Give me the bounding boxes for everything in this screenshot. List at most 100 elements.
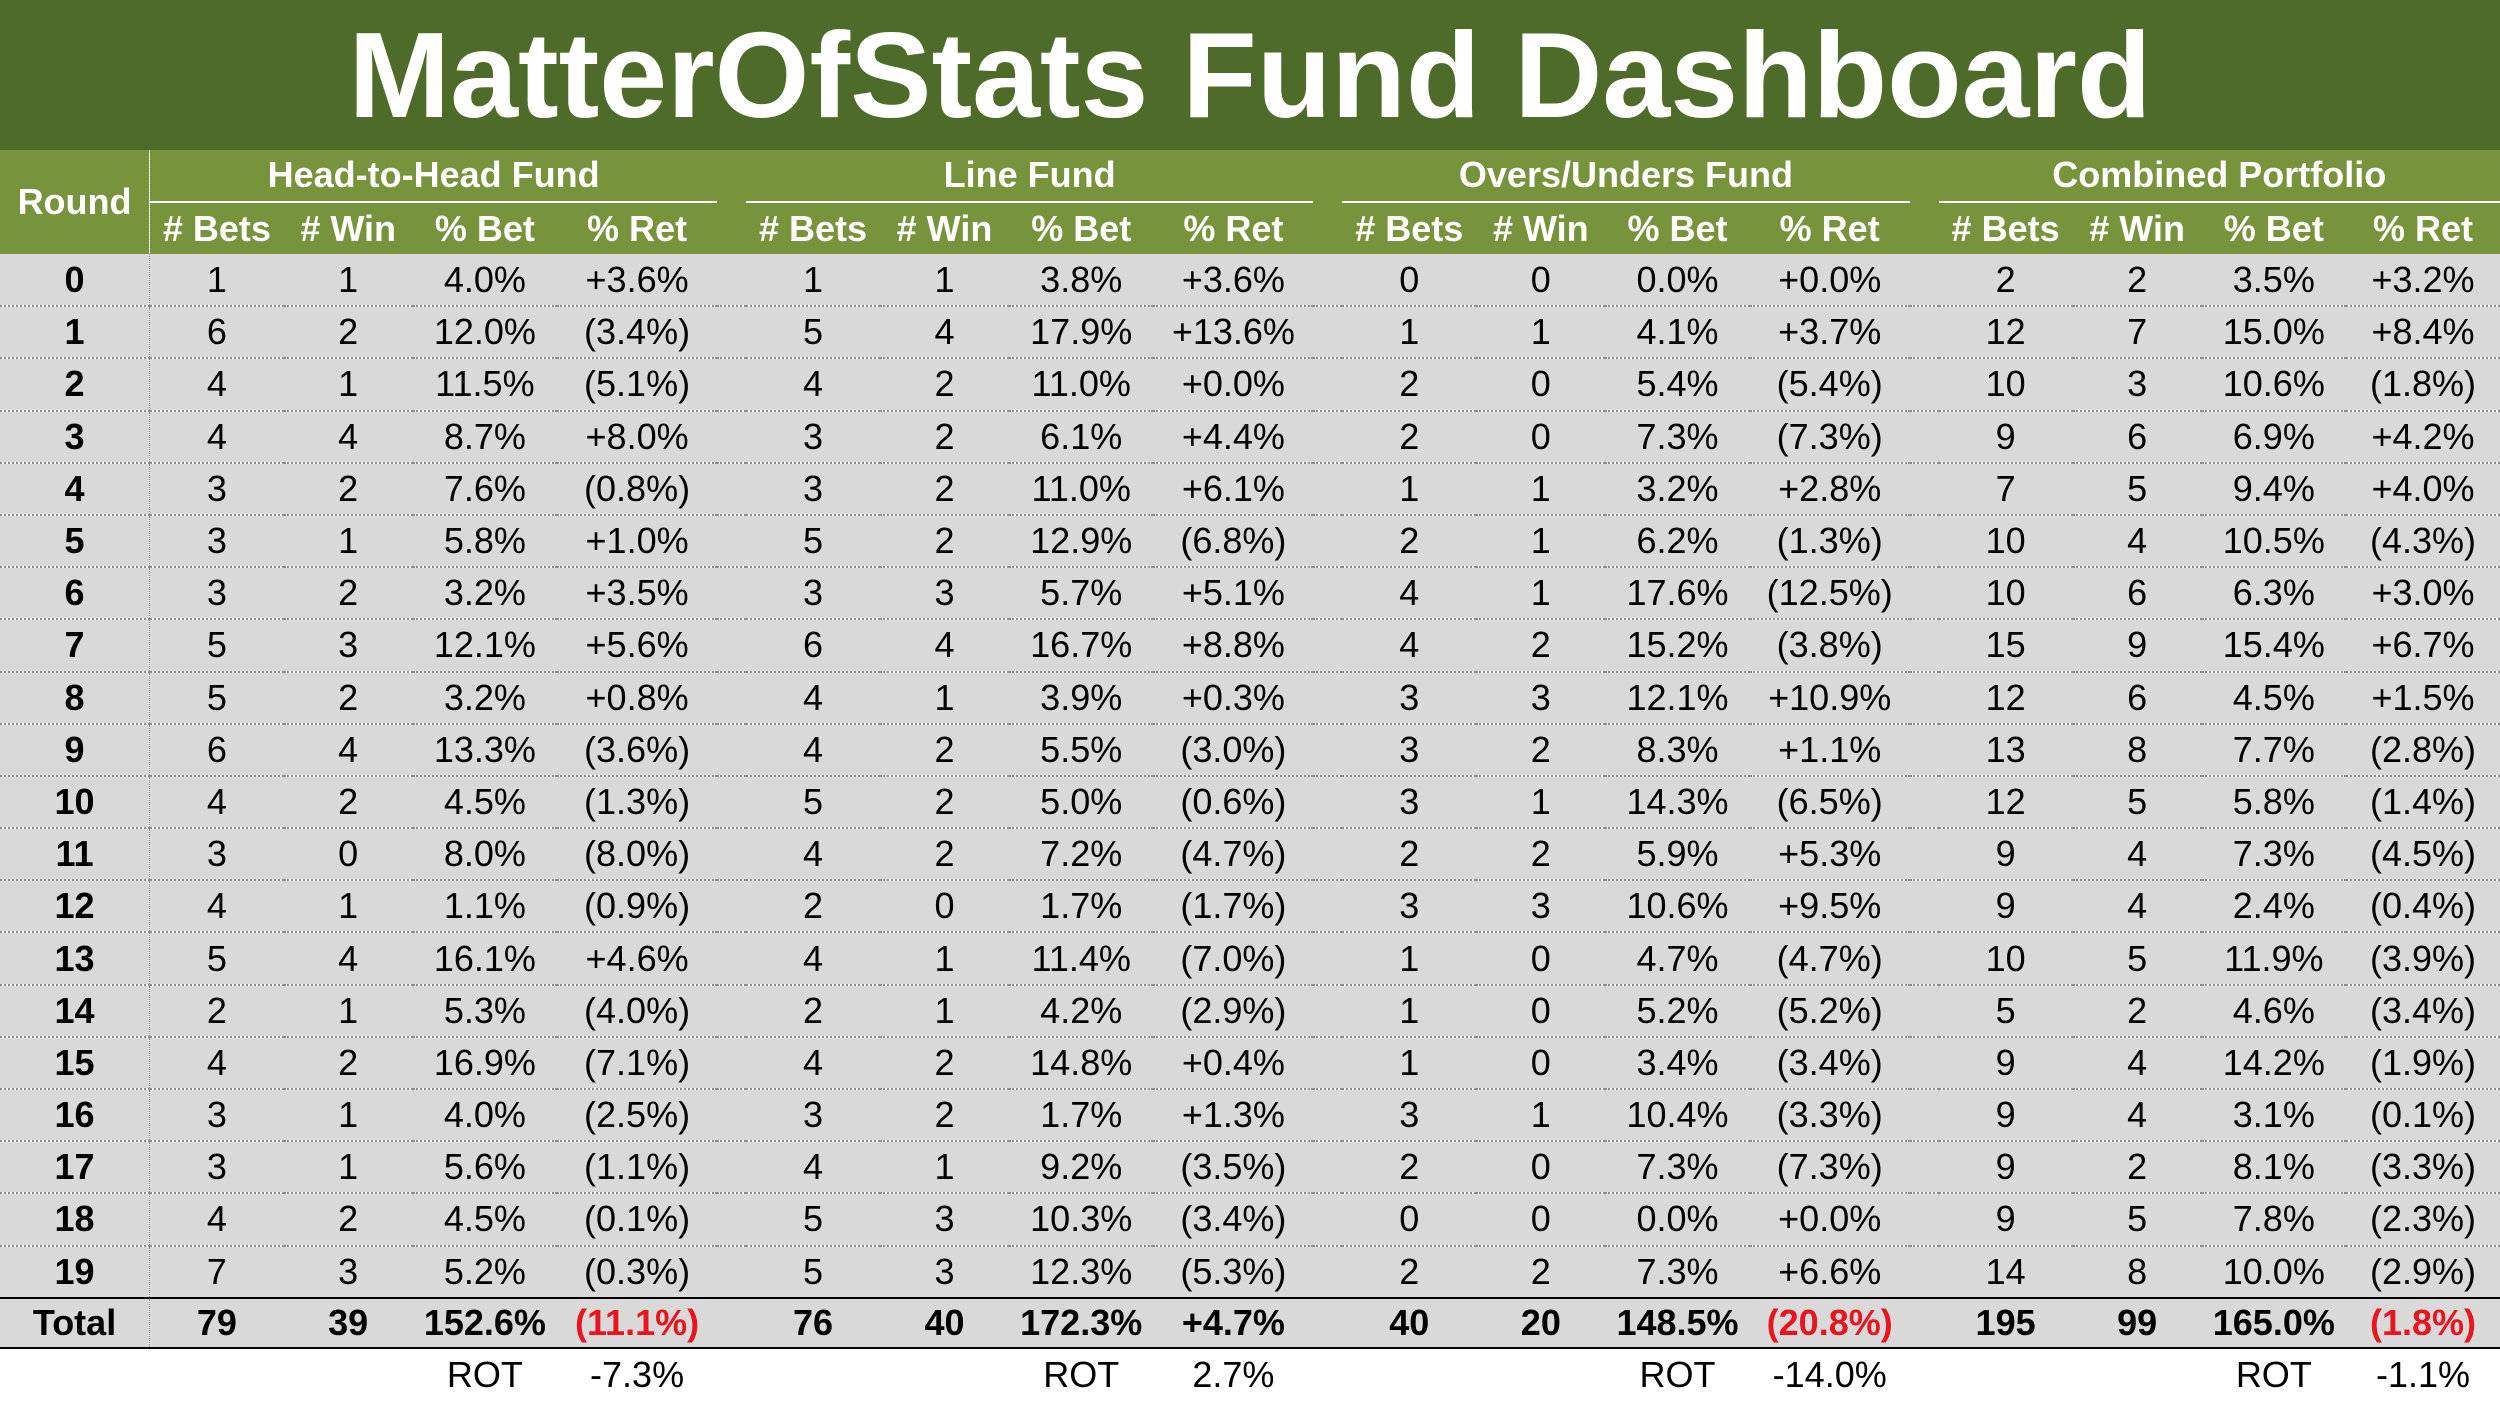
data-cell: +0.3% [1153, 671, 1314, 725]
round-cell: 9 [0, 723, 151, 777]
data-cell: (6.5%) [1749, 775, 1910, 830]
data-cell: 11.0% [1008, 358, 1154, 412]
column-separator [1909, 1089, 1939, 1143]
data-cell: 9 [1938, 1141, 2073, 1195]
round-cell: 3 [0, 410, 151, 464]
table-row: 6 3 2 3.2% +3.5% 3 3 5.7% +5.1% 4 1 17.6% (12.5%) 10 6… [0, 567, 2500, 621]
data-cell: 6.9% [2201, 410, 2347, 464]
data-cell: 4.1% [1605, 306, 1750, 360]
data-cell: 4.5% [2201, 671, 2347, 725]
rot-blank-cell [717, 1347, 746, 1402]
total-cell: (20.8%) [1749, 1296, 1910, 1349]
round-cell: 18 [0, 1193, 151, 1247]
data-cell: 1 [880, 671, 1009, 725]
data-cell: 4 [149, 775, 284, 830]
round-cell: 6 [0, 567, 151, 621]
total-cell: 40 [880, 1296, 1009, 1349]
column-header-win: # Win [2072, 202, 2202, 254]
data-cell: 4 [1342, 567, 1477, 621]
column-separator [1313, 410, 1343, 464]
data-cell: 4 [745, 1036, 881, 1091]
data-cell: 2 [1342, 1245, 1477, 1299]
data-cell: 3 [149, 1141, 284, 1195]
data-cell: 2 [1342, 828, 1477, 882]
data-cell: (5.1%) [557, 358, 718, 412]
column-separator [1313, 1296, 1343, 1349]
data-cell: 1 [1342, 462, 1477, 516]
column-separator [1909, 462, 1939, 516]
column-separator [1909, 880, 1939, 934]
data-cell: +13.6% [1153, 306, 1314, 360]
data-cell: 2 [149, 984, 284, 1038]
rot-row: ROT -7.3% ROT 2.7% ROT -14.0% ROT -1.1% [0, 1347, 2500, 1402]
data-cell: 0 [1476, 1141, 1606, 1195]
data-cell: 7.6% [412, 462, 558, 516]
data-cell: 3 [745, 567, 881, 621]
data-cell: (1.3%) [557, 775, 718, 830]
table-row: 11 3 0 8.0% (8.0%) 4 2 7.2% (4.7%) 2 2 5.9% +5.3% 9 4 7… [0, 828, 2500, 882]
column-separator [1313, 567, 1343, 621]
group-header-head-to-head-fund: Head-to-Head Fund [149, 150, 718, 203]
data-cell: 15 [1938, 619, 2073, 673]
table-row: 10 4 2 4.5% (1.3%) 5 2 5.0% (0.6%) 3 1 14.3% (6.5%) 1… [0, 775, 2500, 830]
table-row: 9 6 4 13.3% (3.6%) 4 2 5.5% (3.0%) 3 2 8.3% +1.1% 13 8… [0, 723, 2500, 777]
data-cell: 12.3% [1008, 1245, 1154, 1299]
round-cell: 4 [0, 462, 151, 516]
data-cell: 3 [149, 567, 284, 621]
data-cell: 6.3% [2201, 567, 2347, 621]
data-cell: 1 [1342, 932, 1477, 986]
data-cell: +6.6% [1749, 1245, 1910, 1299]
round-cell: 7 [0, 619, 151, 673]
data-cell: (4.7%) [1153, 828, 1314, 882]
data-cell: 0 [1476, 410, 1606, 464]
data-cell: 0 [1476, 984, 1606, 1038]
data-cell: 2 [1342, 1141, 1477, 1195]
data-cell: 16.7% [1008, 619, 1154, 673]
column-separator [717, 1089, 746, 1143]
round-cell: 17 [0, 1141, 151, 1195]
group-header-combined-portfolio: Combined Portfolio [1938, 150, 2500, 203]
group-header-row: Round Head-to-Head Fund Line Fund Overs/Und… [0, 150, 2500, 254]
column-separator [1909, 671, 1939, 725]
column-separator [1909, 828, 1939, 882]
table-row: 4 3 2 7.6% (0.8%) 3 2 11.0% +6.1% 1 1 3.2% +2.8% 7 5 9.… [0, 462, 2500, 516]
data-cell: 10.3% [1008, 1193, 1154, 1247]
column-separator [1313, 514, 1343, 569]
round-cell: 16 [0, 1089, 151, 1143]
data-cell: 4 [880, 306, 1009, 360]
data-cell: 3 [880, 1193, 1009, 1247]
data-cell: 5.3% [412, 984, 558, 1038]
data-cell: 7.2% [1008, 828, 1154, 882]
table-row: 12 4 1 1.1% (0.9%) 2 0 1.7% (1.7%) 3 3 10.6% +9.5% 9 4… [0, 880, 2500, 934]
data-cell: 4 [745, 932, 881, 986]
column-separator [1313, 880, 1343, 934]
data-cell: 10.4% [1605, 1089, 1750, 1143]
data-cell: 2 [283, 567, 413, 621]
data-cell: (3.5%) [1153, 1141, 1314, 1195]
data-cell: (4.3%) [2346, 514, 2500, 569]
column-header-bet: % Bet [1605, 202, 1750, 254]
rot-value: -7.3% [557, 1347, 718, 1402]
column-header-win: # Win [283, 202, 413, 254]
data-cell: 3 [1342, 880, 1477, 934]
total-cell: 148.5% [1605, 1296, 1750, 1349]
column-separator [1909, 150, 1939, 254]
data-cell: 16.1% [412, 932, 558, 986]
data-cell: 2 [880, 828, 1009, 882]
data-cell: 4 [149, 358, 284, 412]
data-cell: 0.0% [1605, 1193, 1750, 1247]
column-separator [717, 1036, 746, 1091]
rot-blank-cell [1476, 1347, 1606, 1402]
data-cell: 1 [283, 514, 413, 569]
column-separator [1909, 306, 1939, 360]
data-cell: +1.1% [1749, 723, 1910, 777]
data-cell: 1 [880, 932, 1009, 986]
table-row: 13 5 4 16.1% +4.6% 4 1 11.4% (7.0%) 1 0 4.7% (4.7%) 1… [0, 932, 2500, 986]
data-cell: 1 [1342, 984, 1477, 1038]
column-separator [717, 514, 746, 569]
data-cell: 5 [745, 514, 881, 569]
data-cell: 3 [283, 1245, 413, 1299]
data-cell: 6.2% [1605, 514, 1750, 569]
column-separator [717, 462, 746, 516]
data-cell: 9 [1938, 828, 2073, 882]
